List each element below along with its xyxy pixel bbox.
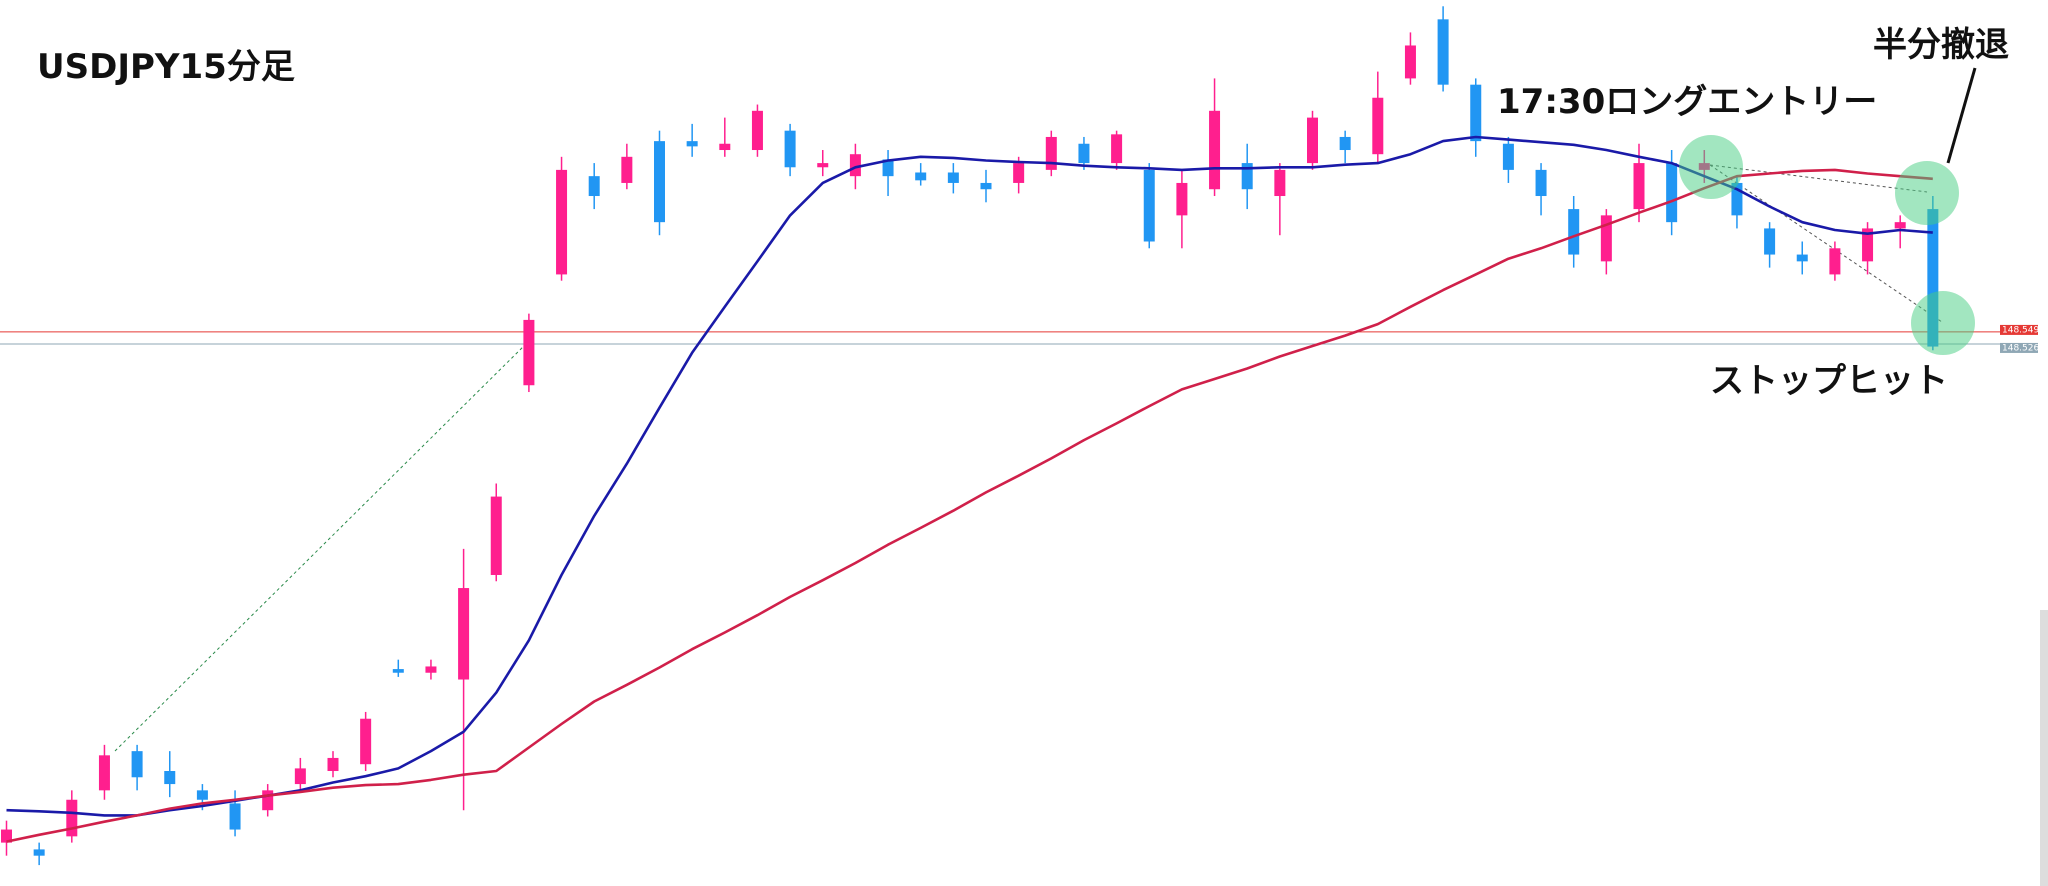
annotation: ストップヒット	[1710, 361, 1948, 401]
candle-body	[654, 141, 665, 223]
trade-line	[1709, 164, 1928, 193]
candle-body	[1241, 163, 1253, 190]
candle-body	[327, 757, 339, 772]
highlight	[1679, 135, 1743, 199]
pointer	[1946, 67, 1977, 164]
candle-body	[784, 130, 796, 168]
price-label: 148.549	[2002, 325, 2039, 335]
candle-body	[33, 849, 45, 856]
candle-body	[882, 159, 894, 177]
moving-average	[6, 135, 1933, 817]
candle-body	[556, 169, 568, 275]
moving-average	[6, 168, 1933, 843]
candle-body	[1829, 248, 1841, 275]
candle-body	[66, 799, 78, 837]
annotation: 17:30ロングエントリー	[1497, 82, 1877, 122]
candle-body	[1731, 182, 1743, 216]
candle-body	[523, 319, 535, 386]
candle-body	[1600, 215, 1612, 262]
candle-body	[1633, 163, 1645, 210]
candle-body	[1666, 163, 1678, 223]
candle-body	[1764, 228, 1776, 255]
candle-body	[1274, 169, 1286, 197]
candle-body	[1013, 163, 1025, 183]
scrollbar	[2040, 610, 2048, 886]
chart-title: USDJPY15分足	[37, 47, 295, 87]
candle-body	[98, 755, 110, 791]
candle-body	[1307, 117, 1318, 164]
candle-body	[1568, 209, 1580, 255]
trade-line	[114, 336, 534, 752]
candle-body	[1078, 143, 1090, 164]
candle-body	[392, 669, 404, 673]
candle-body	[817, 163, 829, 168]
candle-body	[1045, 136, 1057, 170]
candle-body	[1176, 182, 1188, 216]
candle-body	[294, 768, 306, 785]
candle-body	[686, 141, 698, 147]
candle-body	[849, 154, 861, 177]
candle-body	[1796, 254, 1808, 262]
candle-body	[1894, 222, 1906, 229]
candle-body	[458, 588, 470, 680]
candle-body	[1535, 169, 1547, 197]
candle-body	[131, 751, 143, 778]
highlight	[1895, 161, 1959, 225]
candle-body	[719, 143, 731, 151]
candle-body	[588, 176, 600, 197]
candle-body	[1209, 110, 1221, 190]
candle-body	[1143, 169, 1155, 242]
candle-body	[1927, 209, 1939, 347]
price-label-bg	[2000, 342, 2038, 353]
candle-body	[1470, 84, 1482, 142]
price-label: 148.526	[2002, 343, 2039, 353]
candle-body	[751, 110, 763, 151]
candle-body	[196, 790, 208, 800]
candle-body	[164, 771, 176, 785]
candle-body	[621, 156, 633, 183]
candle-body	[980, 182, 992, 190]
candle-body	[1437, 19, 1449, 85]
candle-body	[1862, 228, 1874, 262]
trade-line	[1709, 164, 1943, 323]
candle-body	[1502, 143, 1514, 170]
candle-body	[1372, 97, 1384, 155]
candle-body	[915, 172, 927, 181]
annotation: 半分撤退	[1873, 25, 2009, 65]
candle-body	[947, 172, 959, 183]
candle-body	[1, 829, 12, 843]
candle-body	[425, 666, 437, 673]
price-label-bg	[2000, 324, 2038, 335]
highlight	[1911, 291, 1975, 355]
candle-body	[1111, 134, 1123, 164]
candle-body	[229, 803, 241, 830]
candle-body	[490, 496, 502, 575]
candle-body	[262, 790, 274, 811]
candle-body	[1404, 45, 1416, 79]
candle-body	[1339, 136, 1351, 151]
candle-body	[360, 718, 372, 765]
